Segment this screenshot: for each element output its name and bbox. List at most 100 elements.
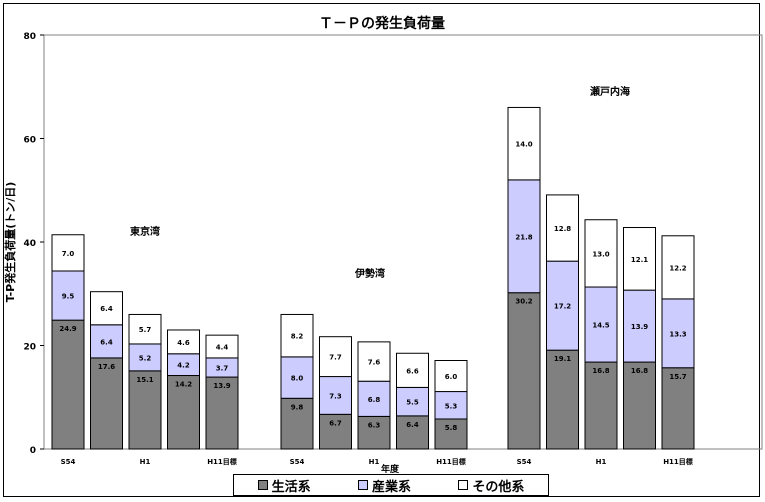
bar-value-label: 6.7 [329, 419, 342, 427]
bar-segment [661, 298, 695, 369]
bar-value-label: 4.4 [216, 344, 229, 352]
bar-segment [546, 194, 579, 262]
bar-value-label: 14.0 [515, 141, 532, 149]
legend-swatch-sangyo [357, 480, 368, 490]
bar-value-label: 16.8 [592, 367, 609, 375]
legend-swatch-seikatsu [257, 480, 268, 490]
chart-frame [3, 3, 760, 497]
bar-segment [319, 336, 352, 378]
x-tick-label: S54 [517, 458, 532, 466]
y-tick-label: 80 [23, 32, 36, 42]
chart-title: Ｔ－Ｐの発生負荷量 [319, 15, 445, 32]
bar-segment [357, 341, 391, 382]
bar-segment [90, 291, 123, 326]
x-tick-label: H1 [140, 458, 151, 466]
bar-segment [661, 235, 695, 300]
bar-value-label: 7.6 [368, 359, 381, 367]
bar-segment [623, 361, 656, 450]
legend-label-seikatsu: 生活系 [271, 479, 311, 495]
bar-segment [51, 234, 85, 272]
x-tick-label: H1 [369, 458, 380, 466]
bar-segment [661, 367, 695, 450]
bar-segment [434, 391, 468, 420]
x-tick-label: H11目標 [663, 457, 693, 466]
bar-segment [623, 289, 656, 363]
bar-value-label: 15.7 [669, 373, 686, 381]
bar-segment [167, 375, 200, 450]
group-label: 伊勢湾 [354, 267, 385, 280]
group-label: 瀬戸内海 [590, 85, 630, 98]
bar-segment [280, 313, 314, 358]
bar-value-label: 5.5 [406, 399, 419, 407]
bar-value-label: 4.2 [177, 362, 190, 370]
bar-value-label: 14.5 [592, 322, 609, 330]
bar-value-label: 9.8 [291, 403, 304, 411]
bar-segment [584, 286, 618, 363]
bar-value-label: 13.9 [631, 323, 648, 331]
bar-value-label: 17.6 [98, 363, 115, 371]
x-tick-label: S54 [61, 458, 76, 466]
legend-item-seikatsu: 生活系 [257, 476, 311, 495]
y-tick-label: 40 [23, 239, 36, 249]
bar-value-label: 6.0 [445, 373, 458, 381]
bar-value-label: 13.9 [213, 382, 230, 390]
bar-segment [357, 415, 391, 450]
bar-value-label: 5.2 [139, 354, 152, 362]
bar-segment [51, 270, 85, 321]
bar-value-label: 5.7 [139, 326, 152, 334]
y-tick-label: 0 [30, 446, 36, 456]
bar-value-label: 14.2 [175, 381, 192, 389]
bar-value-label: 19.1 [554, 355, 571, 363]
bar-segment [128, 313, 162, 345]
bar-value-label: 6.6 [406, 367, 419, 375]
legend-label-sonota: その他系 [472, 479, 525, 495]
y-axis-title: T-P発生負荷量(トン/日) [3, 182, 17, 303]
bar-segment [280, 356, 314, 399]
x-tick-label: H11目標 [436, 457, 466, 466]
bar-segment [584, 219, 618, 288]
bar-value-label: 8.2 [291, 333, 304, 341]
bar-value-label: 24.9 [59, 325, 76, 333]
bar-value-label: 5.3 [445, 402, 458, 410]
bar-value-label: 6.8 [368, 396, 381, 404]
bar-value-label: 7.7 [329, 354, 342, 362]
bar-value-label: 9.5 [62, 293, 75, 301]
bar-value-label: 8.0 [291, 375, 304, 383]
bar-value-label: 3.7 [216, 364, 229, 372]
bar-segment [51, 319, 85, 450]
bar-value-label: 7.3 [329, 392, 342, 400]
bar-segment [205, 334, 239, 359]
y-tick-label: 60 [23, 136, 36, 146]
bar-value-label: 5.8 [445, 424, 458, 432]
bar-value-label: 12.1 [631, 256, 648, 264]
chart-legend: 生活系 産業系 その他系 [233, 474, 549, 496]
x-tick-label: H1 [596, 458, 607, 466]
y-tick-label: 20 [23, 343, 36, 353]
x-axis-title: 年度 [381, 463, 400, 475]
bar-value-label: 21.8 [515, 233, 532, 241]
bar-value-label: 13.0 [592, 250, 609, 258]
bar-segment [507, 292, 541, 450]
bar-segment [205, 376, 239, 450]
bar-segment [167, 329, 200, 355]
bar-segment [357, 380, 391, 417]
legend-item-sonota: その他系 [458, 476, 524, 495]
bar-segment [396, 386, 429, 417]
bar-value-label: 13.3 [669, 330, 686, 338]
bar-value-label: 17.2 [554, 303, 571, 311]
bar-segment [546, 349, 579, 450]
bar-segment [90, 357, 123, 450]
bar-segment [319, 376, 352, 415]
bar-value-label: 15.1 [136, 376, 153, 384]
bar-value-label: 30.2 [515, 298, 532, 306]
bar-value-label: 6.4 [406, 421, 419, 429]
legend-label-sangyo: 産業系 [371, 479, 411, 495]
bar-segment [507, 106, 541, 181]
bar-value-label: 12.8 [554, 225, 571, 233]
bar-segment [584, 361, 618, 450]
legend-swatch-sonota [458, 480, 469, 490]
bar-segment [434, 360, 468, 393]
legend-item-sangyo: 産業系 [357, 476, 411, 495]
bar-value-label: 6.3 [368, 421, 381, 429]
